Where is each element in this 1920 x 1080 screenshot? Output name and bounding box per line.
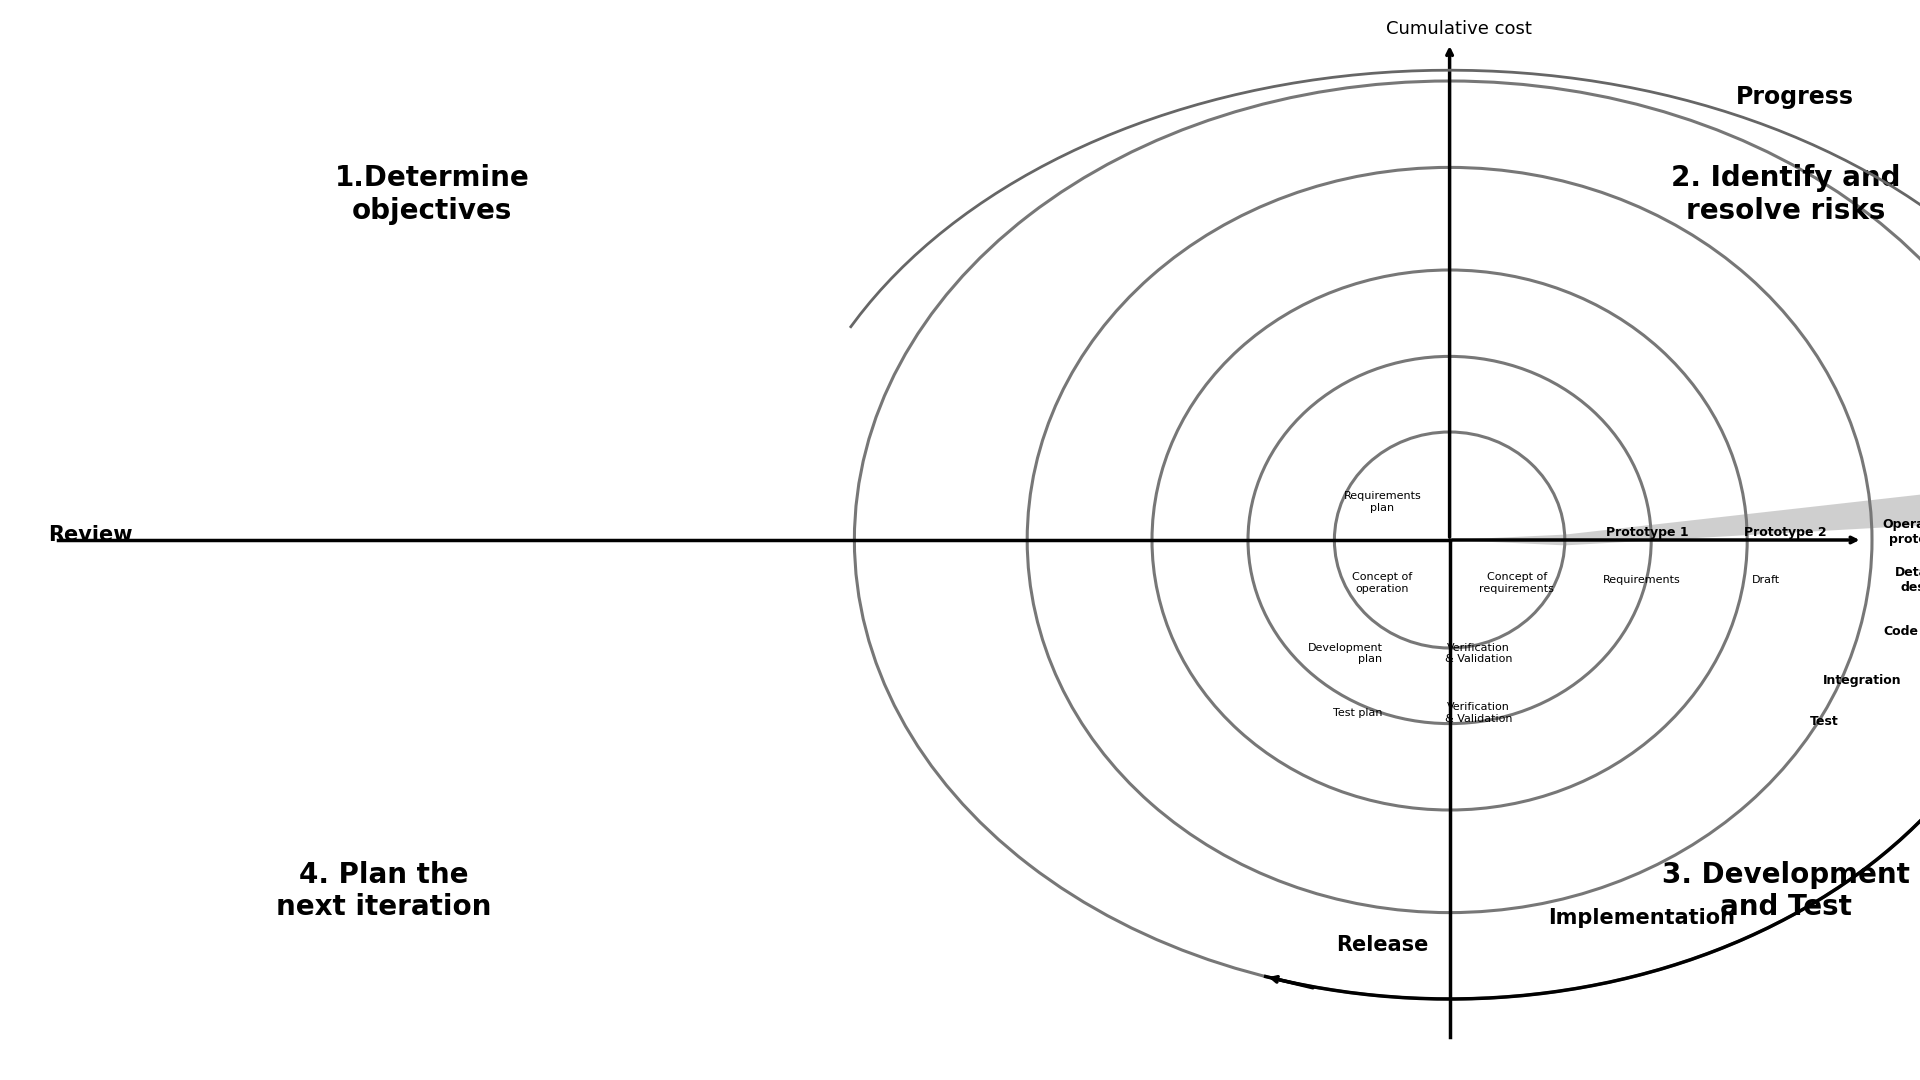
Text: Code: Code <box>1884 625 1918 638</box>
Text: Progress: Progress <box>1736 85 1855 109</box>
Text: 3. Development
and Test: 3. Development and Test <box>1661 861 1910 921</box>
Text: Operational
prototype: Operational prototype <box>1882 518 1920 546</box>
Polygon shape <box>1450 481 1920 545</box>
Text: 1.Determine
objectives: 1.Determine objectives <box>334 164 530 225</box>
Text: Detailed
design: Detailed design <box>1895 566 1920 594</box>
Text: 2. Identify and
resolve risks: 2. Identify and resolve risks <box>1670 164 1901 225</box>
Text: 4. Plan the
next iteration: 4. Plan the next iteration <box>276 861 492 921</box>
Text: Prototype 2: Prototype 2 <box>1743 526 1828 539</box>
Text: Requirements
plan: Requirements plan <box>1344 491 1421 513</box>
Text: Cumulative cost: Cumulative cost <box>1386 19 1532 38</box>
Text: Integration: Integration <box>1824 674 1901 687</box>
Text: Verification
& Validation: Verification & Validation <box>1444 643 1513 664</box>
Text: Development
plan: Development plan <box>1308 643 1382 664</box>
Text: Requirements: Requirements <box>1603 575 1680 585</box>
Text: Prototype 1: Prototype 1 <box>1605 526 1690 539</box>
Text: Draft: Draft <box>1753 575 1780 585</box>
Text: Test plan: Test plan <box>1332 707 1382 718</box>
Text: Concept of
requirements: Concept of requirements <box>1480 572 1553 594</box>
Text: Test: Test <box>1811 715 1837 728</box>
Text: Release: Release <box>1336 935 1428 955</box>
Text: Concept of
operation: Concept of operation <box>1352 572 1413 594</box>
Text: Review: Review <box>48 525 132 544</box>
Text: Verification
& Validation: Verification & Validation <box>1444 702 1513 724</box>
Text: Implementation: Implementation <box>1548 908 1736 928</box>
